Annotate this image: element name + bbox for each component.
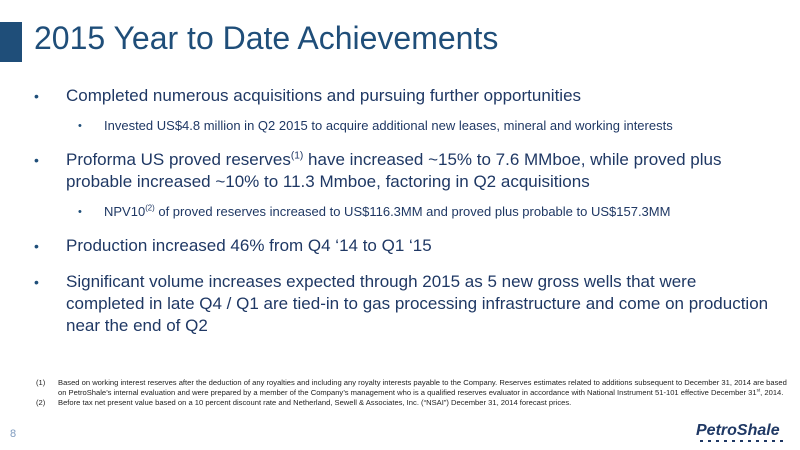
footnote-ref: (1) — [290, 150, 304, 162]
bullet-marker: • — [34, 238, 39, 254]
bullet-item: • Production increased 46% from Q4 ‘14 t… — [34, 235, 774, 257]
footnotes: (1) Based on working interest reserves a… — [36, 378, 788, 408]
page-number: 8 — [10, 428, 17, 440]
footnote-marker: (2) — [36, 398, 46, 407]
bullet-item: • Proforma US proved reserves(1) have in… — [34, 149, 774, 193]
footnote-marker: (1) — [36, 378, 46, 387]
logo-tagline-dots — [700, 440, 783, 442]
sub-bullet-item: • Invested US$4.8 million in Q2 2015 to … — [34, 117, 774, 135]
bullet-item: • Completed numerous acquisitions and pu… — [34, 85, 774, 107]
logo-wordmark: PetroShale — [696, 422, 780, 439]
slide-title: 2015 Year to Date Achievements — [34, 20, 499, 56]
sub-bullet-text: Invested US$4.8 million in Q2 2015 to ac… — [104, 118, 673, 133]
footnote-text-pre: Based on working interest reserves after… — [58, 378, 787, 397]
sub-bullet-marker: • — [78, 120, 82, 132]
sub-bullet-item: • NPV10(2) of proved reserves increased … — [34, 203, 774, 221]
bullet-list: • Completed numerous acquisitions and pu… — [34, 85, 774, 337]
footnote-text-post: , 2014. — [760, 388, 784, 397]
sub-bullet-text-pre: NPV10 — [104, 204, 146, 219]
bullet-text-post: have increased ~15% to 7.6 MMboe, while … — [66, 150, 722, 191]
sub-bullet-marker: • — [78, 206, 82, 218]
bullet-text: Production increased 46% from Q4 ‘14 to … — [66, 236, 432, 255]
footnote-text: Before tax net present value based on a … — [58, 398, 572, 407]
bullet-text: Significant volume increases expected th… — [66, 272, 769, 335]
bullet-marker: • — [34, 152, 39, 168]
company-logo: PetroShale — [696, 422, 783, 442]
footnote-2: (2) Before tax net present value based o… — [36, 398, 788, 408]
bullet-text: Completed numerous acquisitions and purs… — [66, 86, 582, 105]
bullet-item: • Significant volume increases expected … — [34, 271, 774, 337]
title-accent-bar — [0, 22, 22, 62]
bullet-marker: • — [34, 274, 39, 290]
bullet-text-pre: Proforma US proved reserves — [66, 150, 291, 169]
bullet-marker: • — [34, 88, 39, 104]
sub-bullet-text-post: of proved reserves increased to US$116.3… — [154, 204, 671, 219]
footnote-sup: st — [756, 387, 761, 393]
footnote-1: (1) Based on working interest reserves a… — [36, 378, 788, 398]
footnote-ref: (2) — [145, 203, 155, 213]
